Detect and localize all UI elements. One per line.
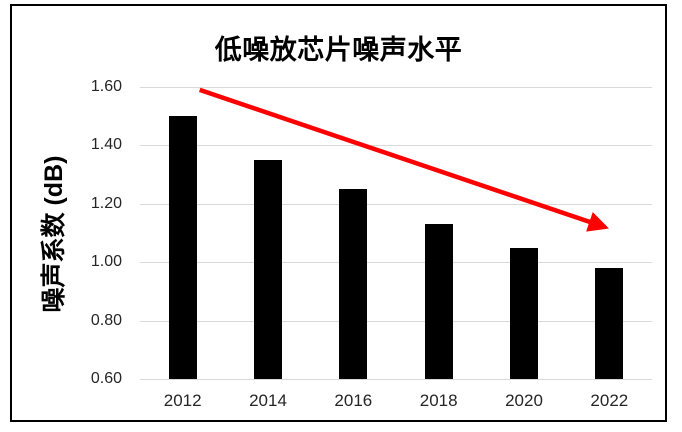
- y-tick-label: 1.60: [90, 78, 122, 95]
- gridline: [140, 203, 652, 205]
- y-tick-label: 1.20: [90, 194, 122, 212]
- x-axis-label: 2014: [249, 391, 287, 410]
- bar-2014: [254, 160, 282, 379]
- x-axis-label: 2016: [334, 391, 373, 410]
- x-axis-label: 2012: [163, 391, 202, 410]
- y-tick-label: 1.40: [90, 136, 122, 154]
- gridline: [140, 87, 652, 88]
- bar-2018: [424, 224, 453, 379]
- plot-area: [140, 87, 652, 380]
- x-axis-label: 2020: [505, 391, 543, 410]
- bar-2022: [595, 268, 624, 379]
- bar-2012: [168, 116, 197, 379]
- gridline: [140, 262, 652, 264]
- chart-title: 低噪放芯片噪声水平: [214, 35, 463, 65]
- x-axis-label: 2018: [419, 391, 458, 410]
- gridline: [140, 145, 652, 147]
- gridline: [140, 379, 652, 380]
- bar-2020: [510, 247, 538, 379]
- y-tick-label: 0.60: [90, 370, 122, 387]
- bar-2016: [339, 189, 368, 379]
- y-tick-label: 1.00: [90, 253, 122, 271]
- x-axis-label: 2022: [590, 391, 629, 410]
- gridline: [140, 320, 652, 322]
- y-tick-label: 0.80: [90, 311, 122, 329]
- chart-frame: 低噪放芯片噪声水平 噪声系数 (dB) 0.60 0.80 1.00 1.20 1.40…: [10, 4, 667, 422]
- y-axis-title: 噪声系数 (dB): [40, 155, 68, 313]
